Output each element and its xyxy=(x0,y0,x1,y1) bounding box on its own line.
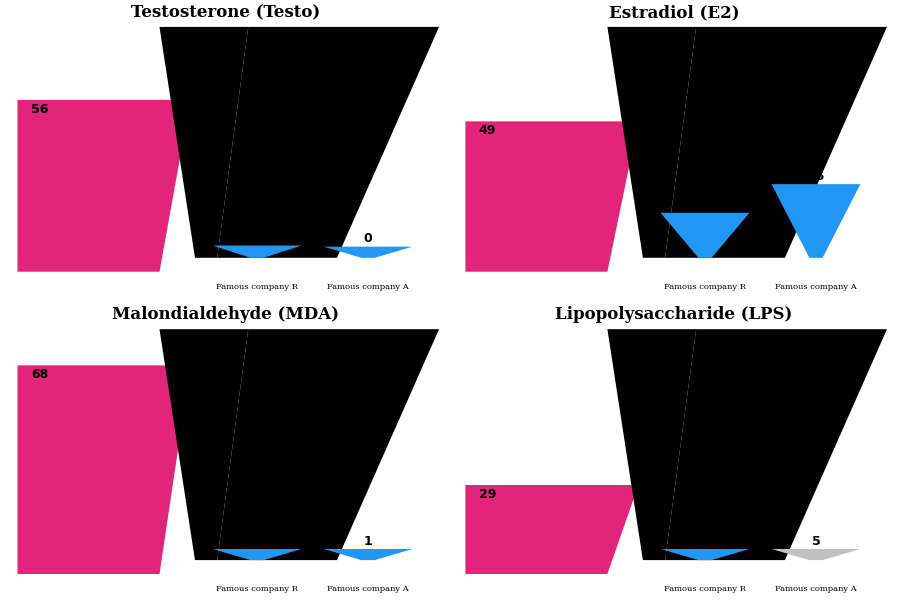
Text: Famous company A: Famous company A xyxy=(328,283,409,291)
Polygon shape xyxy=(608,329,696,560)
Polygon shape xyxy=(17,100,191,271)
Polygon shape xyxy=(608,27,696,258)
Text: 0: 0 xyxy=(364,232,373,245)
Text: 3: 3 xyxy=(253,534,261,548)
Polygon shape xyxy=(465,485,638,574)
Polygon shape xyxy=(771,549,860,560)
Text: Famous company R: Famous company R xyxy=(216,585,298,593)
Text: 49: 49 xyxy=(479,124,496,137)
Polygon shape xyxy=(661,549,750,560)
Text: 29: 29 xyxy=(479,488,496,501)
Title: Testosterone (Testo): Testosterone (Testo) xyxy=(131,4,320,21)
Text: 56: 56 xyxy=(31,102,49,116)
Text: Famous company R: Famous company R xyxy=(664,585,746,593)
Text: 6: 6 xyxy=(253,231,261,244)
Polygon shape xyxy=(159,27,248,258)
Text: 22: 22 xyxy=(697,198,714,211)
Polygon shape xyxy=(217,27,439,258)
Polygon shape xyxy=(324,247,412,258)
Polygon shape xyxy=(17,365,191,574)
Polygon shape xyxy=(665,329,887,560)
Text: 4: 4 xyxy=(700,534,709,548)
Text: 36: 36 xyxy=(807,170,824,183)
Polygon shape xyxy=(217,329,439,560)
Polygon shape xyxy=(661,213,750,258)
Polygon shape xyxy=(212,549,302,560)
Title: Malondialdehyde (MDA): Malondialdehyde (MDA) xyxy=(112,307,339,324)
Title: Lipopolysaccharide (LPS): Lipopolysaccharide (LPS) xyxy=(555,307,793,324)
Text: Famous company R: Famous company R xyxy=(216,283,298,291)
Title: Estradiol (E2): Estradiol (E2) xyxy=(608,4,739,21)
Polygon shape xyxy=(771,184,860,258)
Text: Famous company A: Famous company A xyxy=(775,283,857,291)
Polygon shape xyxy=(159,329,248,560)
Text: Famous company R: Famous company R xyxy=(664,283,746,291)
Polygon shape xyxy=(465,121,638,271)
Text: Famous company A: Famous company A xyxy=(775,585,857,593)
Polygon shape xyxy=(212,245,302,258)
Text: 1: 1 xyxy=(364,534,373,548)
Text: 68: 68 xyxy=(31,368,48,381)
Text: Famous company A: Famous company A xyxy=(328,585,409,593)
Polygon shape xyxy=(324,549,412,560)
Text: 5: 5 xyxy=(812,534,820,548)
Polygon shape xyxy=(665,27,887,258)
